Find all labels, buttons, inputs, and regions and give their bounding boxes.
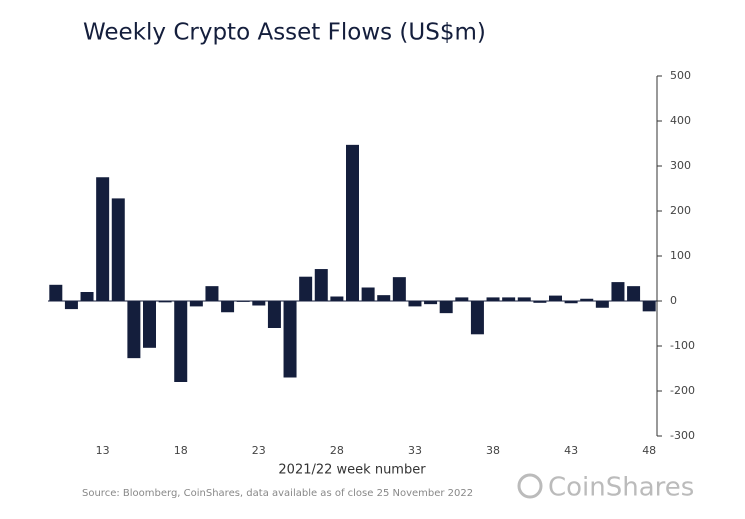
chart-title: Weekly Crypto Asset Flows (US$m)	[83, 20, 486, 46]
bar	[392, 277, 406, 301]
y-tick-label: 200	[670, 204, 691, 217]
bar	[283, 301, 297, 378]
bar	[502, 297, 516, 301]
bar	[533, 301, 547, 303]
y-tick-label: 500	[670, 69, 691, 82]
bar	[611, 282, 625, 301]
bar	[111, 198, 125, 301]
bar	[314, 269, 328, 301]
bar	[549, 295, 562, 301]
bar	[127, 301, 141, 359]
y-tick-label: -300	[670, 429, 695, 442]
y-tick-label: 0	[670, 294, 677, 307]
bar	[205, 286, 219, 301]
x-tick-label: 43	[564, 444, 578, 457]
bar	[564, 301, 578, 304]
bar	[470, 301, 484, 335]
x-tick-label: 23	[252, 444, 266, 457]
bar	[221, 301, 235, 313]
bar	[361, 287, 375, 301]
bar	[143, 301, 156, 348]
x-tick-label: 18	[174, 444, 188, 457]
bar	[158, 301, 172, 303]
bar	[174, 301, 188, 382]
x-tick-label: 33	[408, 444, 422, 457]
y-tick-label: 300	[670, 159, 691, 172]
bar	[517, 297, 531, 301]
bar	[424, 301, 438, 305]
bar	[64, 301, 78, 310]
bar	[96, 177, 110, 301]
bar	[627, 286, 641, 301]
y-tick-label: -200	[670, 384, 695, 397]
x-tick-label: 48	[642, 444, 656, 457]
bar	[80, 292, 94, 301]
x-axis-label: 2021/22 week number	[278, 463, 426, 478]
bar	[299, 276, 313, 301]
bar	[252, 301, 266, 306]
bar	[486, 297, 500, 301]
y-tick-label: 100	[670, 249, 691, 262]
bar	[439, 301, 453, 314]
bar	[580, 298, 594, 301]
x-tick-label: 13	[96, 444, 110, 457]
logo-icon	[517, 473, 543, 499]
bar	[267, 301, 281, 328]
bar	[377, 295, 391, 301]
bar	[408, 301, 422, 307]
y-tick-label: 400	[670, 114, 691, 127]
bar	[455, 297, 469, 301]
logo: CoinShares	[548, 473, 694, 503]
bar	[330, 296, 344, 301]
x-tick-label: 38	[486, 444, 500, 457]
y-tick-label: -100	[670, 339, 695, 352]
bar	[595, 301, 609, 308]
source: Source: Bloomberg, CoinShares, data avai…	[82, 488, 473, 499]
bar	[346, 144, 359, 301]
bar	[49, 284, 63, 301]
x-tick-label: 28	[330, 444, 344, 457]
bar	[642, 301, 656, 312]
bar	[189, 301, 203, 307]
